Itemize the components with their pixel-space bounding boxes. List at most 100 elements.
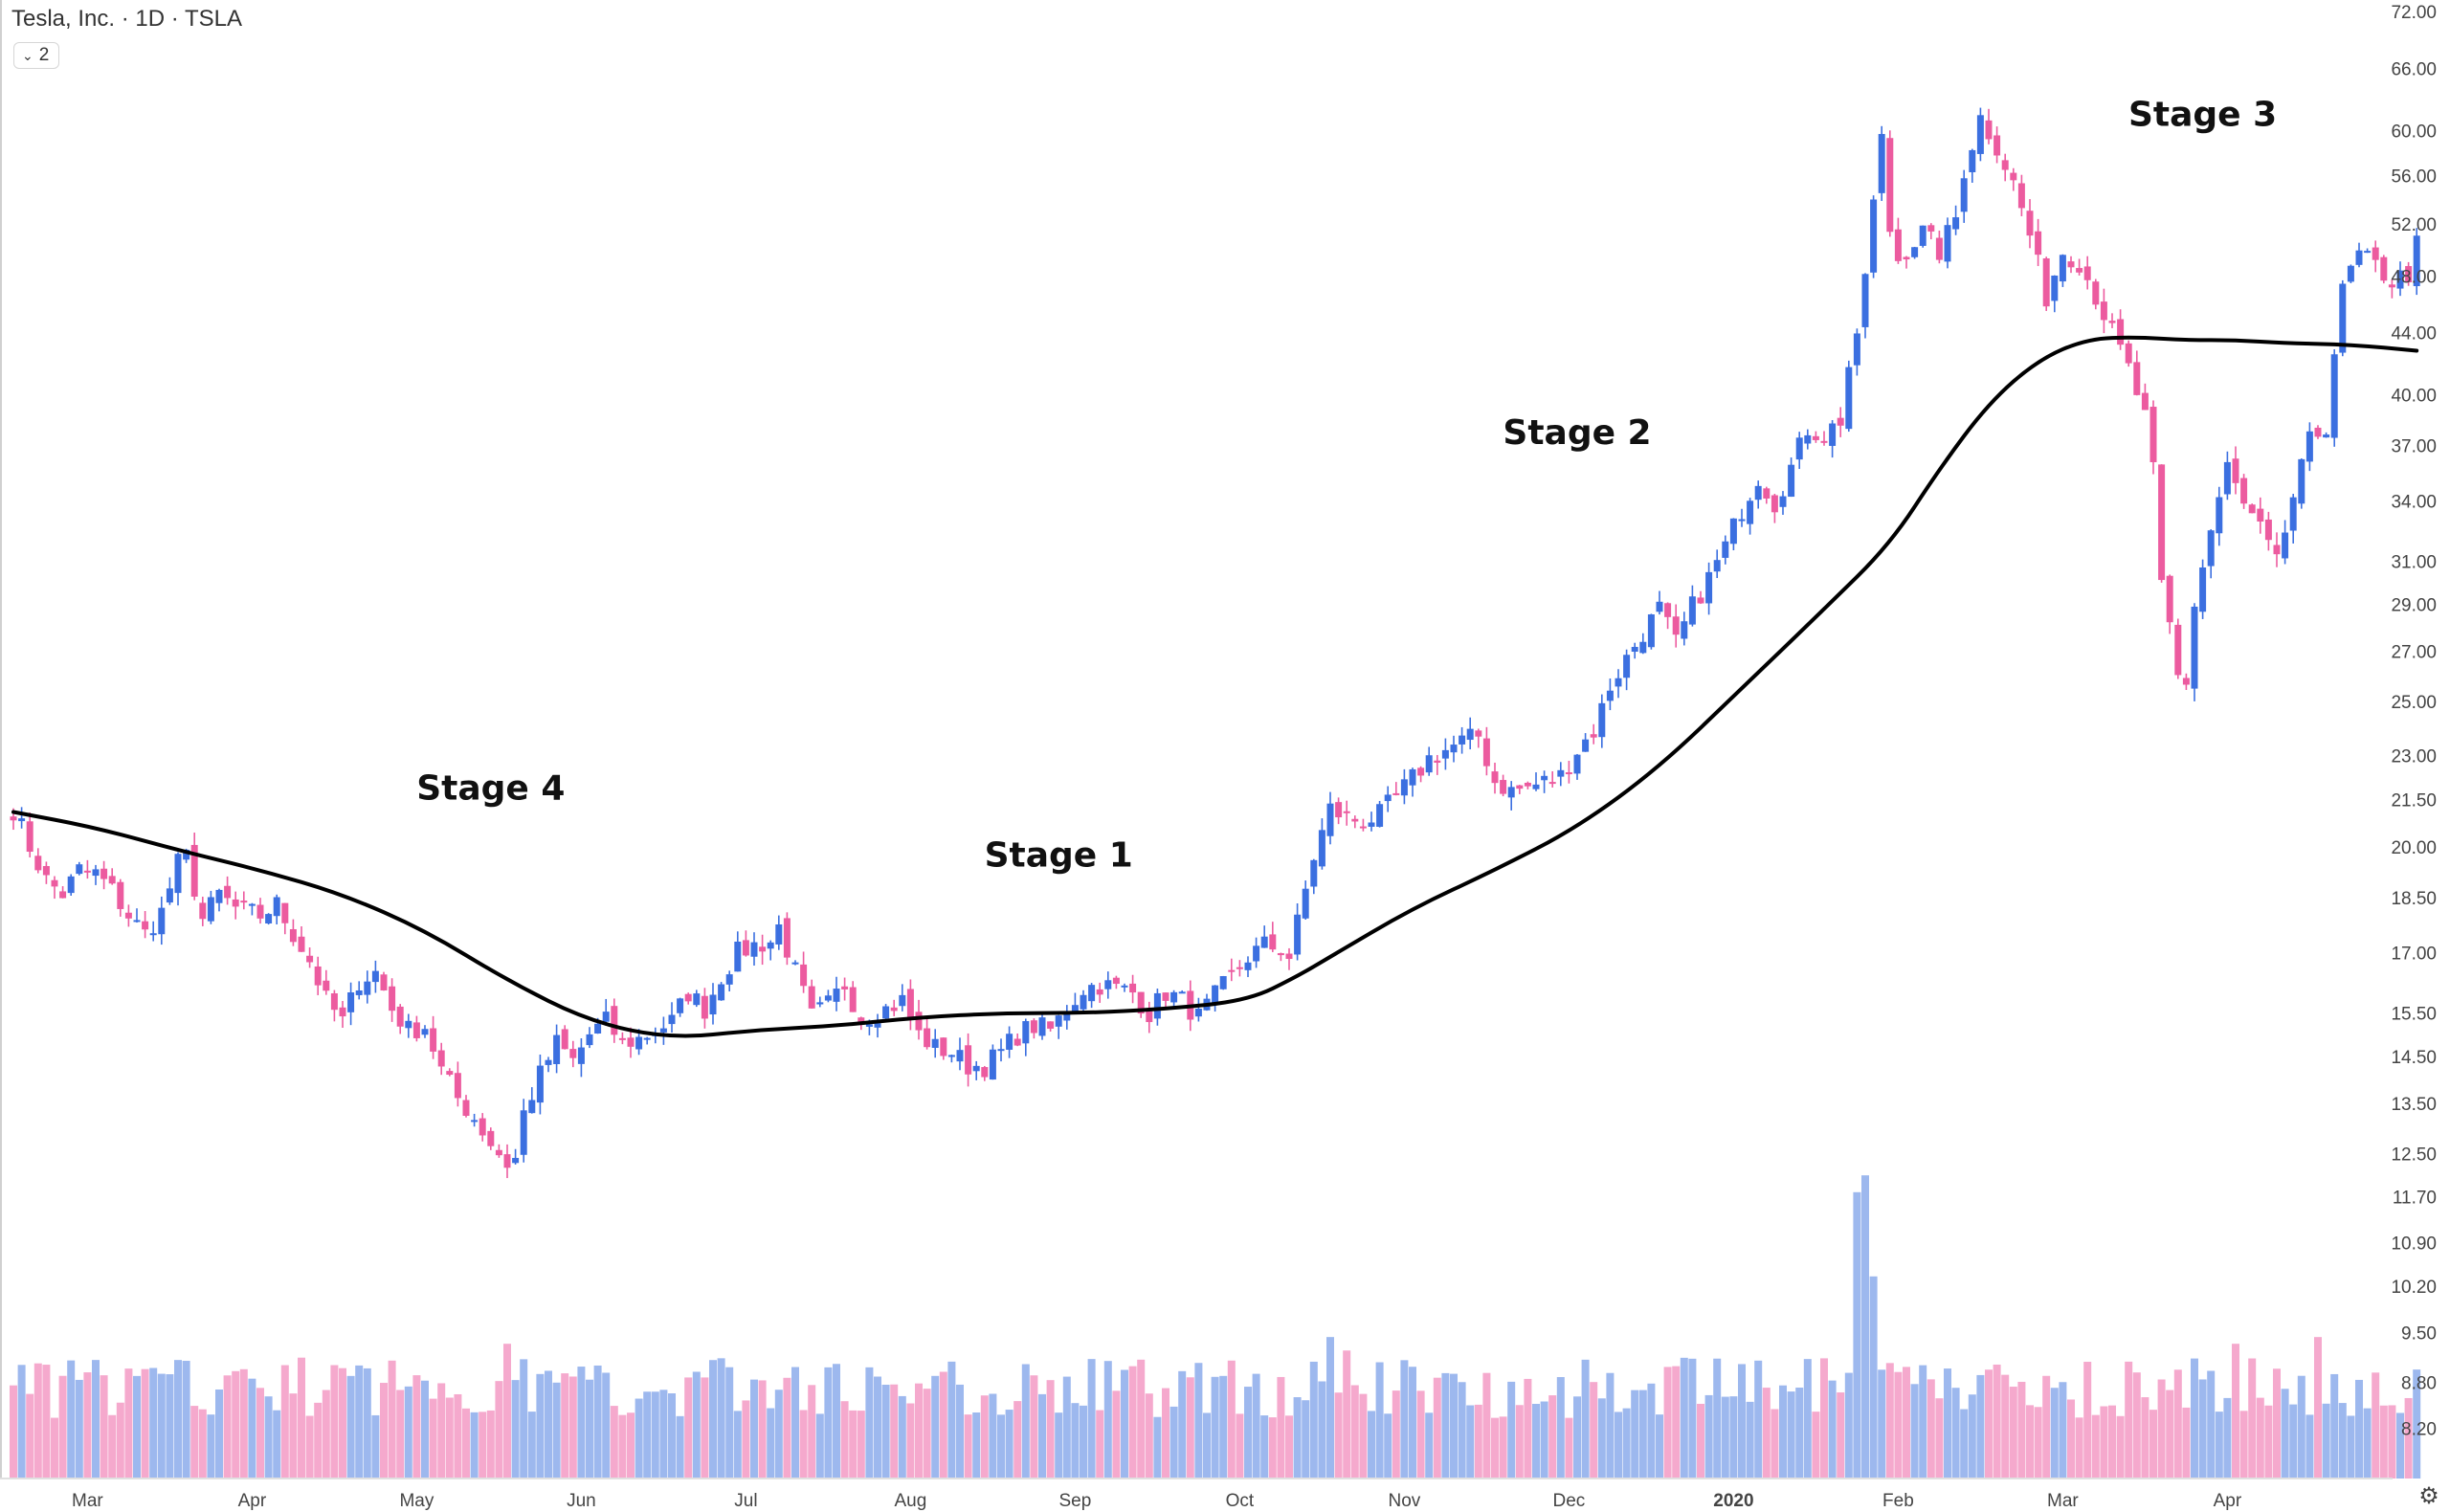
stage-label: Stage 4 bbox=[416, 769, 565, 809]
volume-bar bbox=[1046, 1380, 1055, 1479]
volume-bar bbox=[568, 1376, 577, 1479]
volume-bar bbox=[479, 1412, 487, 1479]
candle-body bbox=[437, 1050, 445, 1067]
candle-body bbox=[421, 1029, 429, 1035]
volume-bar bbox=[1277, 1376, 1285, 1479]
candle-body bbox=[767, 942, 774, 949]
volume-bar bbox=[635, 1398, 643, 1479]
volume-bar bbox=[1606, 1372, 1615, 1479]
candle-body bbox=[462, 1100, 470, 1116]
y-tick-label: 10.20 bbox=[2391, 1278, 2437, 1298]
candle-body bbox=[1022, 1021, 1030, 1044]
candle-body bbox=[1688, 596, 1696, 625]
candle-body bbox=[1335, 802, 1343, 818]
volume-bar bbox=[1638, 1390, 1647, 1479]
y-tick-label: 13.50 bbox=[2391, 1095, 2437, 1115]
legend-toggle-button[interactable]: ⌄ 2 bbox=[13, 42, 60, 69]
volume-bar bbox=[2404, 1397, 2413, 1479]
volume-bar bbox=[1211, 1376, 1219, 1479]
candle-body bbox=[1146, 1011, 1153, 1023]
candle-body bbox=[865, 1024, 873, 1027]
volume-bar bbox=[1128, 1366, 1137, 1479]
candle-body bbox=[1080, 994, 1087, 1010]
volume-bar bbox=[1704, 1394, 1713, 1479]
volume-bar bbox=[298, 1357, 305, 1479]
volume-bar bbox=[1622, 1408, 1631, 1479]
volume-bar bbox=[1055, 1412, 1063, 1479]
y-tick-label: 52.00 bbox=[2391, 215, 2437, 235]
candle-body bbox=[330, 993, 338, 1011]
volume-bar bbox=[2050, 1388, 2059, 1479]
volume-bar bbox=[10, 1385, 17, 1479]
volume-bar bbox=[141, 1368, 149, 1479]
candle-body bbox=[1837, 417, 1844, 426]
volume-bar bbox=[833, 1364, 840, 1479]
candle-body bbox=[1647, 614, 1655, 648]
volume-bar bbox=[915, 1383, 923, 1479]
candle-body bbox=[1722, 541, 1729, 558]
volume-bar bbox=[1178, 1370, 1187, 1479]
volume-bar bbox=[733, 1411, 742, 1479]
candle-body bbox=[1845, 367, 1853, 430]
price-axis[interactable]: 72.00 66.00 60.00 56.00 52.00 48.00 44.00 40.00… bbox=[2391, 3, 2437, 1440]
candle-body bbox=[684, 993, 692, 1002]
candle-body bbox=[2100, 301, 2107, 321]
candle-body bbox=[2191, 606, 2198, 689]
volume-bar bbox=[1169, 1406, 1178, 1479]
candle-body bbox=[1788, 464, 1795, 498]
volume-bar bbox=[1878, 1369, 1886, 1479]
candle-body bbox=[808, 986, 815, 1009]
volume-bar bbox=[1062, 1376, 1071, 1479]
candle-body bbox=[1063, 1013, 1071, 1021]
y-tick-label: 10.90 bbox=[2391, 1234, 2437, 1255]
candle-body bbox=[1162, 992, 1169, 1001]
candle-body bbox=[1318, 830, 1325, 867]
y-tick-label: 14.50 bbox=[2391, 1048, 2437, 1068]
volume-bar bbox=[1203, 1412, 1211, 1479]
candle-body bbox=[1459, 735, 1466, 745]
candle-body bbox=[693, 993, 701, 1006]
candle-body bbox=[1302, 888, 1309, 919]
volume-bar bbox=[363, 1367, 371, 1479]
candle-body bbox=[1285, 953, 1293, 960]
volume-bar bbox=[561, 1373, 569, 1479]
volume-bar bbox=[1375, 1362, 1384, 1479]
candle-body bbox=[2067, 261, 2075, 268]
candle-body bbox=[915, 1012, 923, 1031]
volume-bar bbox=[2330, 1373, 2339, 1479]
candle-body bbox=[965, 1045, 972, 1075]
volume-bar bbox=[931, 1375, 940, 1479]
candle-body bbox=[2017, 183, 2025, 209]
volume-bar bbox=[1466, 1405, 1475, 1479]
candle-body bbox=[1713, 560, 1721, 572]
y-tick-label: 23.00 bbox=[2391, 747, 2437, 767]
volume-bar bbox=[1087, 1359, 1096, 1479]
candle-body bbox=[2166, 575, 2173, 623]
volume-bar bbox=[1993, 1364, 2001, 1479]
x-tick-label: Apr bbox=[2214, 1491, 2242, 1511]
volume-bar bbox=[2042, 1375, 2051, 1479]
volume-bar bbox=[1013, 1401, 1022, 1479]
candle-body bbox=[1548, 782, 1556, 785]
volume-bars bbox=[10, 1175, 2421, 1479]
volume-bar bbox=[486, 1410, 495, 1479]
volume-bar bbox=[1227, 1360, 1236, 1479]
volume-bar bbox=[1960, 1409, 1969, 1479]
candle-body bbox=[1491, 771, 1499, 784]
volume-bar bbox=[939, 1371, 947, 1479]
y-tick-label: 9.50 bbox=[2401, 1323, 2437, 1344]
settings-icon[interactable]: ⚙ bbox=[2418, 1483, 2439, 1509]
volume-bar bbox=[289, 1393, 298, 1479]
time-axis[interactable]: Mar Apr May Jun Jul Aug Sep Oct Nov Dec 2020 Feb Mar… bbox=[72, 1491, 2242, 1511]
volume-bar bbox=[906, 1403, 915, 1479]
volume-bar bbox=[2363, 1408, 2372, 1479]
volume-bar bbox=[207, 1414, 215, 1479]
volume-bar bbox=[2396, 1412, 2404, 1479]
volume-bar bbox=[215, 1389, 223, 1479]
candle-body bbox=[2158, 464, 2166, 581]
volume-bar bbox=[280, 1365, 289, 1479]
volume-bar bbox=[684, 1377, 693, 1479]
volume-bar bbox=[586, 1379, 593, 1479]
candle-body bbox=[1047, 1021, 1055, 1029]
